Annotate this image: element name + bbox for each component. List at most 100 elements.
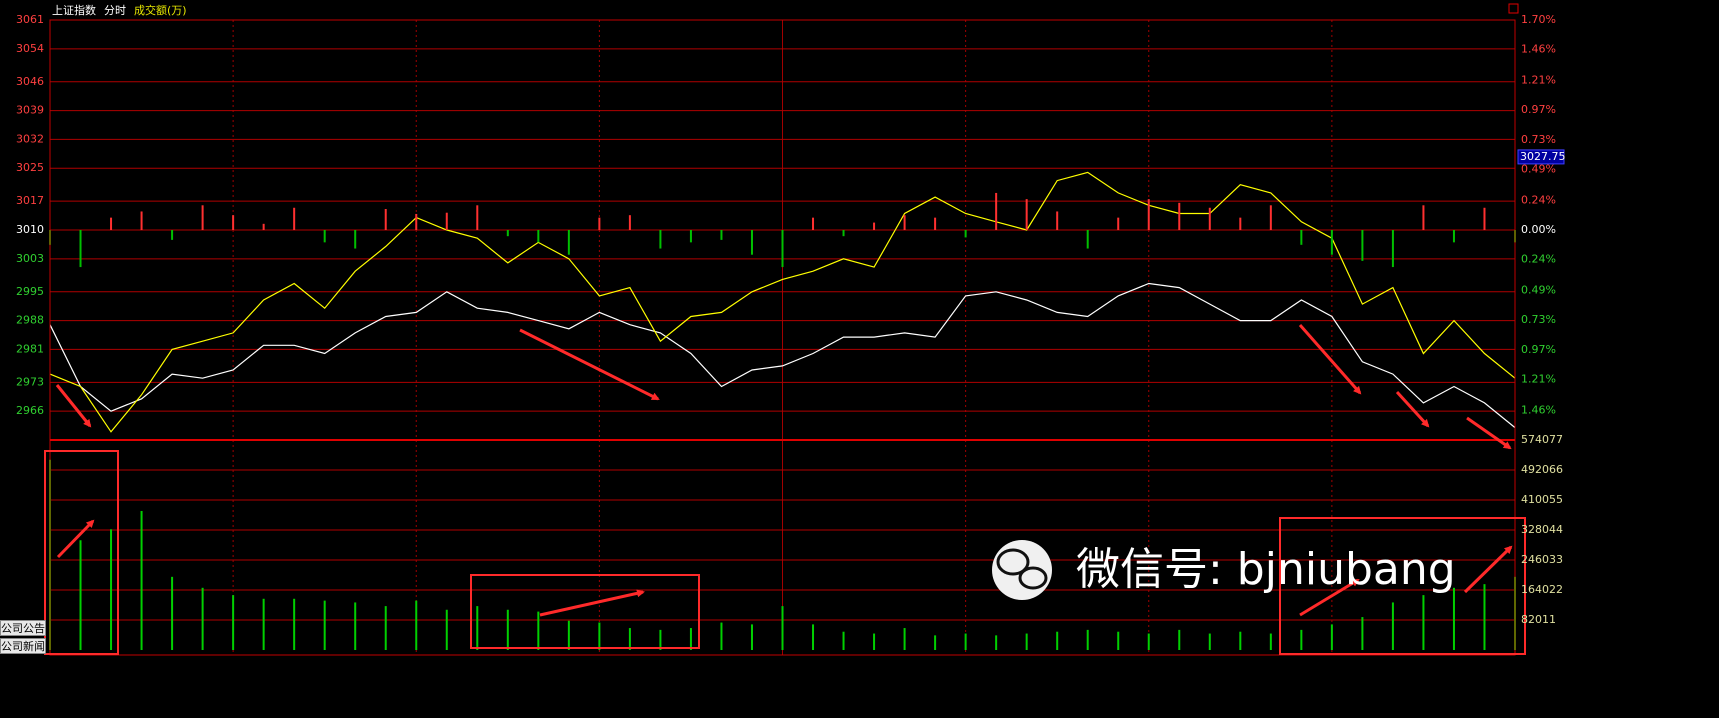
volume-bar [140,510,143,650]
volume-bar [415,600,418,650]
y2-tick-label: 1.46% [1521,43,1556,56]
arrow [1298,324,1362,395]
y-tick-label: 3046 [16,75,44,88]
annotations [44,324,1526,655]
breadth-bar [1422,205,1425,230]
breadth-bar [598,217,601,230]
y2-tick-label: 1.70% [1521,13,1556,26]
breadth-bar [720,230,723,240]
volume-bar [1483,584,1486,650]
volume-bar [110,529,113,650]
y2-tick-label: 0.49% [1521,162,1556,175]
y-tick-label: 2988 [16,314,44,327]
volume-bar [1025,633,1028,650]
highlight-box [44,450,119,655]
highlight-box [470,574,700,649]
y-tick-label: 82011 [1521,613,1556,626]
breadth-bar [750,230,753,255]
y-tick-label: 3054 [16,42,44,55]
volume-bar [995,635,998,650]
marks [49,171,1516,650]
volume-bar [1300,629,1303,650]
y2-tick-label: 1.21% [1521,74,1556,87]
breadth-bar [262,223,265,230]
volume-bar [1147,633,1150,650]
arrow [1299,578,1360,617]
y-tick-label: 492066 [1521,463,1563,476]
volume-bar [445,609,448,650]
y-tick-label: 3039 [16,104,44,117]
window-icon[interactable] [1508,3,1519,14]
y2-tick-label: 1.21% [1521,372,1556,385]
y2-tick-label: 0.00% [1521,223,1556,236]
side-tab[interactable]: 公司新闻 [0,638,46,654]
volume-bar [812,624,815,650]
volume-bar [232,595,235,650]
y-tick-label: 3032 [16,132,44,145]
y-tick-label: 246033 [1521,553,1563,566]
breadth-bar [1300,230,1303,245]
price-line [49,282,1516,429]
volume-bar [720,622,723,650]
breadth-bar [171,230,174,240]
y2-tick-label: 1.46% [1521,403,1556,416]
breadth-bar [812,217,815,230]
volume-bar [750,624,753,650]
price-line [49,171,1516,433]
breadth-bar [1086,230,1089,249]
volume-bar [598,622,601,650]
volume-bar [476,606,479,650]
breadth-bar [995,192,998,230]
breadth-bar [903,215,906,230]
y-tick-label: 2995 [16,285,44,298]
y2-tick-label: 0.73% [1521,133,1556,146]
y-tick-label: 2973 [16,375,44,388]
breadth-bar [415,213,418,230]
volume-bar [1391,602,1394,650]
breadth-bar [79,230,82,268]
highlight-box [1279,517,1526,655]
y-tick-label: 2981 [16,342,44,355]
breadth-bar [1391,230,1394,268]
volume-bar [567,620,570,650]
volume-bar [506,609,509,650]
breadth-bar [659,230,662,249]
breadth-bar [384,209,387,230]
breadth-bar [354,230,357,249]
breadth-bar [1208,207,1211,230]
volume-bar [262,598,265,650]
volume-bar [689,628,692,650]
volume-bar [1056,631,1059,650]
breadth-bar [628,215,631,230]
breadth-bar [293,207,296,230]
breadth-bar [1056,211,1059,230]
breadth-bar [323,230,326,243]
mode-label: 分时 [104,4,126,17]
volume-bar [1239,631,1242,650]
y-tick-label: 3025 [16,161,44,174]
breadth-bar [934,217,937,230]
y2-tick-label: 0.24% [1521,253,1556,266]
breadth-bar [567,230,570,255]
breadth-bar [445,212,448,230]
arrow [519,328,660,401]
chart-title: 上证指数 [52,3,96,17]
volume-bar [1208,633,1211,650]
volume-bar [1452,587,1455,650]
watermark: 微信号: bjniubang [1076,544,1456,595]
arrow [1463,545,1513,594]
arrow [539,589,645,617]
volume-bar [171,576,174,650]
breadth-bar [1452,230,1455,243]
breadth-bar [842,230,845,237]
volume-bar [659,629,662,650]
volume-bar [873,633,876,650]
y-tick-label: 164022 [1521,583,1563,596]
side-tab[interactable]: 公司公告 [0,620,46,636]
volume-bar [628,628,631,650]
volume-bar [1086,629,1089,650]
volume-bar [79,540,82,650]
breadth-bar [1025,199,1028,230]
breadth-bar [201,205,204,230]
